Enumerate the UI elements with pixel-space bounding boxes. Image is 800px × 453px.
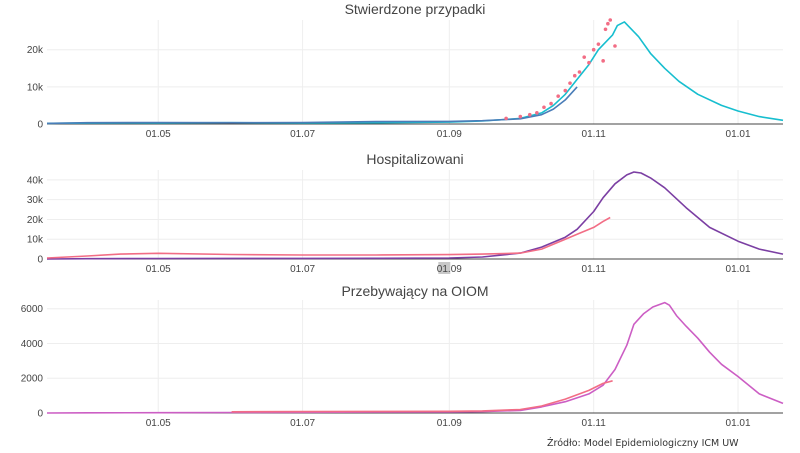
- x-tick-label: 01.07: [290, 418, 315, 429]
- y-tick-label: 0: [37, 120, 43, 131]
- source-note: Źródło: Model Epidemiologiczny ICM UW: [547, 437, 739, 449]
- x-tick-label: 01.07: [290, 129, 315, 140]
- panel-icu: Przebywający na OIOM 01.05 01.07 01.09 01.11…: [21, 283, 784, 429]
- series-line-2: [46, 86, 578, 125]
- y-tick-label: 4000: [21, 339, 44, 350]
- data-point: [596, 42, 601, 46]
- data-point: [568, 81, 572, 85]
- series-line-1: [46, 171, 784, 260]
- chart-title: Hospitalizowani: [366, 151, 463, 167]
- data-point: [601, 59, 605, 63]
- series-line-2: [46, 216, 611, 259]
- x-tick-label: 01.07: [290, 264, 315, 275]
- series-line-1: [46, 301, 784, 414]
- data-point: [504, 116, 508, 121]
- data-point: [608, 18, 613, 22]
- data-point: [542, 105, 546, 110]
- text-selection-highlight: [438, 262, 451, 274]
- data-point: [591, 47, 596, 52]
- panel-cases: Stwierdzone przypadki 01.05 01.07 01.09 01.1…: [27, 1, 784, 140]
- x-tick-label: 01.05: [146, 129, 171, 140]
- panel-hospitalized: Hospitalizowani 01.05 01.07 01.09 01.11 01.01…: [27, 151, 784, 275]
- y-tick-label: 40k: [27, 175, 44, 186]
- data-point: [518, 114, 523, 119]
- y-tick-label: 2000: [21, 374, 44, 385]
- data-point: [603, 27, 608, 32]
- data-point: [572, 73, 577, 78]
- data-point: [535, 111, 539, 115]
- data-point: [606, 21, 610, 26]
- data-point: [527, 112, 532, 117]
- x-tick-label: 01.09: [437, 264, 462, 275]
- x-tick-label: 01.11: [582, 418, 607, 429]
- series-line-1: [46, 21, 784, 125]
- y-tick-label: 20k: [27, 45, 44, 56]
- y-tick-label: 0: [37, 255, 43, 266]
- y-tick-label: 30k: [27, 195, 44, 206]
- y-tick-label: 20k: [27, 215, 44, 226]
- data-point: [577, 70, 582, 74]
- y-tick-label: 10k: [27, 235, 44, 246]
- x-tick-label: 01.05: [146, 418, 171, 429]
- chart-title: Stwierdzone przypadki: [345, 1, 486, 17]
- x-tick-label: 01.11: [582, 129, 607, 140]
- x-tick-label: 01.09: [437, 418, 462, 429]
- y-tick-label: 0: [37, 409, 43, 420]
- y-tick-label: 10k: [27, 82, 44, 93]
- x-tick-label: 01.01: [726, 418, 751, 429]
- data-point: [582, 55, 587, 59]
- x-tick-label: 01.01: [726, 264, 751, 275]
- data-point: [549, 101, 553, 106]
- series-line-2: [231, 380, 613, 413]
- chart-title: Przebywający na OIOM: [341, 283, 488, 299]
- data-point: [587, 60, 591, 65]
- data-point: [563, 88, 568, 93]
- y-tick-label: 6000: [21, 304, 44, 315]
- x-tick-label: 01.05: [146, 264, 171, 275]
- data-point: [556, 94, 560, 98]
- data-point: [613, 44, 617, 48]
- x-tick-label: 01.01: [726, 129, 751, 140]
- x-tick-label: 01.11: [582, 264, 607, 275]
- x-tick-label: 01.09: [437, 129, 462, 140]
